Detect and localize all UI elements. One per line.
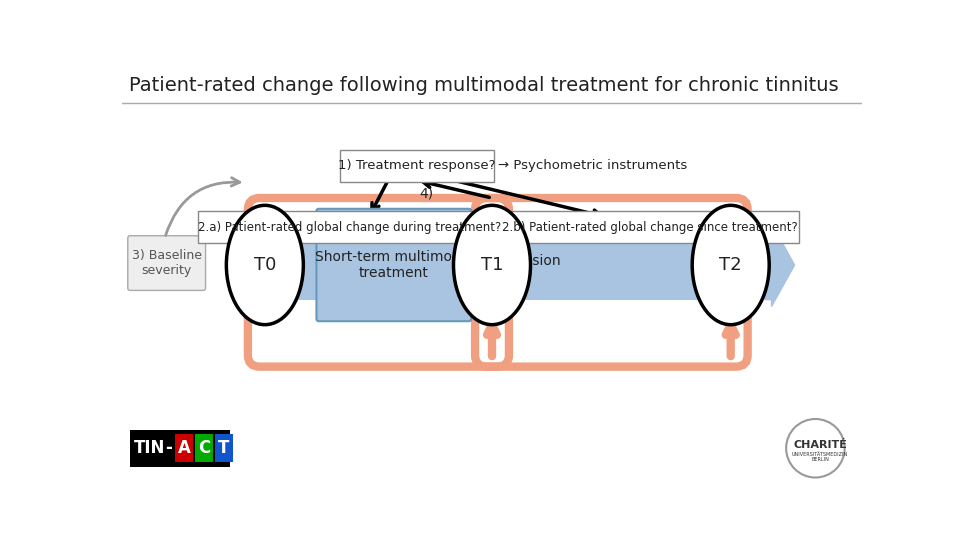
Bar (175, 434, 193, 462)
Text: Patient-rated change following multimodal treatment for chronic tinnitus: Patient-rated change following multimoda… (129, 76, 838, 96)
Text: T2: T2 (719, 256, 742, 274)
Text: BERLIN: BERLIN (811, 456, 828, 462)
Bar (265, 231, 765, 300)
Text: UNIVERSITÄTSMEDIZIN: UNIVERSITÄTSMEDIZIN (792, 452, 848, 457)
Ellipse shape (692, 205, 769, 325)
Text: → Psychometric instruments: → Psychometric instruments (498, 159, 687, 172)
Text: → Subjective impression: → Subjective impression (392, 254, 561, 268)
FancyArrow shape (765, 224, 795, 307)
FancyBboxPatch shape (317, 209, 471, 321)
Text: C: C (198, 439, 210, 457)
FancyBboxPatch shape (128, 236, 205, 291)
Text: T1: T1 (481, 256, 503, 274)
Text: 1) Treatment response?: 1) Treatment response? (338, 159, 495, 172)
Text: -: - (165, 439, 172, 457)
FancyBboxPatch shape (198, 211, 501, 244)
Ellipse shape (227, 205, 303, 325)
Bar (195, 434, 213, 462)
Text: 2.b) Patient-rated global change since treatment?: 2.b) Patient-rated global change since t… (501, 221, 798, 234)
Circle shape (786, 419, 845, 477)
FancyBboxPatch shape (340, 150, 493, 182)
Text: 4): 4) (419, 186, 433, 200)
Bar (131, 430, 230, 467)
Ellipse shape (453, 205, 531, 325)
Text: A: A (178, 439, 190, 457)
Bar (215, 434, 233, 462)
Text: CHARITÉ: CHARITÉ (793, 440, 847, 450)
Text: T0: T0 (253, 256, 276, 274)
Text: TIN: TIN (133, 439, 165, 457)
Text: Short-term multimodal
treatment: Short-term multimodal treatment (315, 250, 473, 280)
Text: 2.a) Patient-rated global change during treatment?: 2.a) Patient-rated global change during … (198, 221, 501, 234)
Text: T: T (218, 439, 229, 457)
FancyBboxPatch shape (500, 211, 800, 244)
Text: 3) Baseline
severity: 3) Baseline severity (132, 249, 202, 277)
